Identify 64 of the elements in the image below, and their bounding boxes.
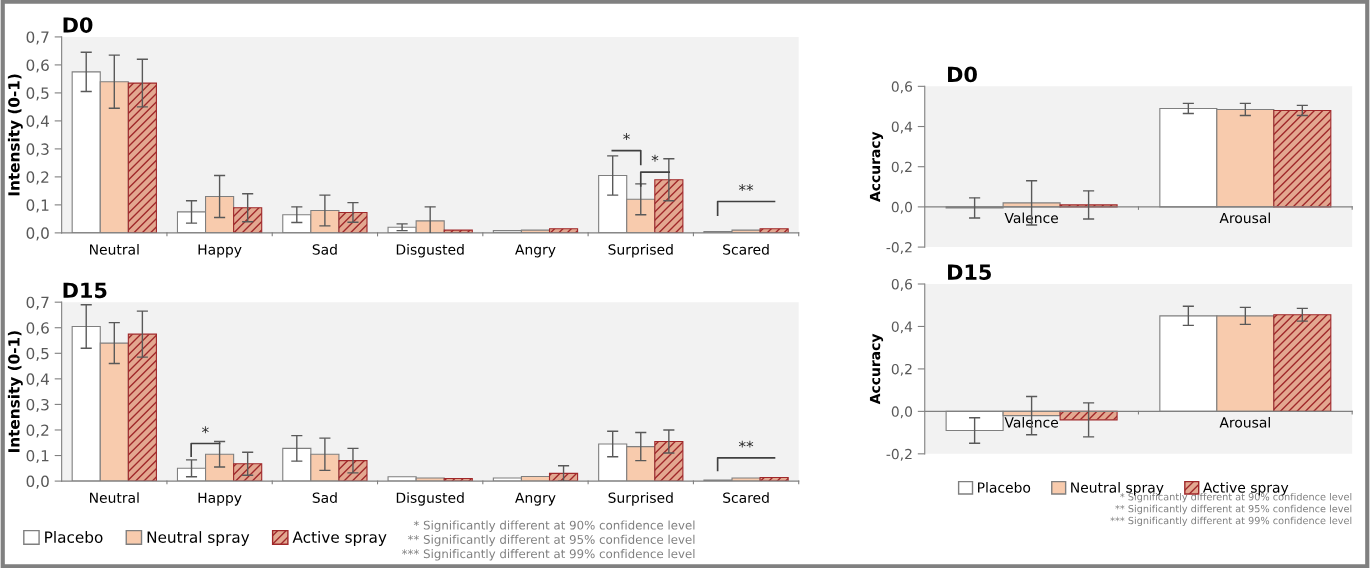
y-tick-label: 0,4 <box>891 121 913 134</box>
x-tick-label: Scared <box>723 492 769 503</box>
y-axis-title: Intensity (0-1) <box>7 331 23 453</box>
y-tick-label: 0,0 <box>26 227 49 241</box>
y-tick-label: 0,4 <box>26 373 49 387</box>
x-tick-label: Neutral <box>90 243 139 255</box>
x-tick-label: Scared <box>723 243 769 255</box>
y-tick-label: 0,7 <box>26 296 49 310</box>
x-tick-label: Sad <box>312 243 337 255</box>
x-tick-label: Angry <box>515 244 556 258</box>
y-tick-label: 0,5 <box>26 347 49 361</box>
annotation: ** <box>738 440 754 448</box>
chart-title: D15 <box>948 264 991 280</box>
y-tick-label: 0,2 <box>891 363 912 376</box>
y-tick-label: -0,2 <box>886 242 912 254</box>
x-tick-label: Surprised <box>608 243 673 258</box>
text: ** Significantly different at 95% confidence level <box>407 534 695 547</box>
legend-label: Placebo <box>45 531 103 543</box>
legend-label: Active spray <box>292 531 387 546</box>
y-tick-label: 0,6 <box>26 59 49 73</box>
x-tick-label: Neutral <box>90 492 139 503</box>
x-tick-label: Arousal <box>1219 416 1270 428</box>
text: *** Significantly different at 99% confidence level <box>401 549 695 561</box>
x-tick-label: Disgusted <box>396 492 464 506</box>
x-tick-label: Arousal <box>1219 212 1270 224</box>
annotation: * <box>623 133 630 141</box>
y-tick-label: 0,3 <box>26 143 49 157</box>
y-tick-label: 0,0 <box>891 201 913 214</box>
x-tick-label: Disgusted <box>396 243 464 258</box>
y-tick-label: 0,0 <box>26 475 49 489</box>
y-tick-label: 0,0 <box>891 406 913 419</box>
y-tick-label: 0,1 <box>26 450 49 464</box>
y-tick-label: 0,5 <box>26 87 49 101</box>
y-tick-label: 0,4 <box>891 321 913 334</box>
y-axis-title: Accuracy <box>869 333 884 405</box>
y-axis-title: Intensity (0-1) <box>7 74 23 196</box>
x-tick-label: Surprised <box>608 492 673 506</box>
y-tick-label: 0,2 <box>26 424 49 438</box>
text: * Significantly different at 90% confidence level <box>413 520 695 532</box>
y-tick-label: 0,2 <box>891 161 912 174</box>
y-tick-label: 0,1 <box>26 199 49 213</box>
annotation: ** <box>738 184 754 192</box>
y-tick-label: 0,2 <box>26 171 49 185</box>
chart-title: D15 <box>63 282 107 299</box>
y-axis-title: Accuracy <box>869 131 884 202</box>
x-tick-label: Happy <box>198 244 242 258</box>
y-tick-label: 0,6 <box>26 322 49 336</box>
annotation: * <box>651 154 659 162</box>
y-tick-label: 0,7 <box>26 31 49 45</box>
y-tick-label: 0,3 <box>26 398 49 412</box>
x-tick-label: Sad <box>312 492 337 503</box>
chart-title: D0 <box>948 66 977 83</box>
chart-title: D0 <box>63 17 93 33</box>
legend-label: Placebo <box>978 482 1031 493</box>
annotation: * <box>202 426 209 434</box>
y-tick-label: 0,6 <box>891 278 913 291</box>
text: *** Significantly different at 99% confidence level <box>1110 516 1352 527</box>
y-tick-label: 0,4 <box>26 115 49 129</box>
y-tick-label: -0,2 <box>886 448 912 461</box>
text: ** Significantly different at 95% confidence level <box>1115 504 1352 515</box>
x-tick-label: Angry <box>515 492 556 506</box>
x-tick-label: Happy <box>198 492 242 506</box>
y-tick-label: 0,6 <box>891 81 913 94</box>
legend-label: Neutral spray <box>147 531 250 546</box>
